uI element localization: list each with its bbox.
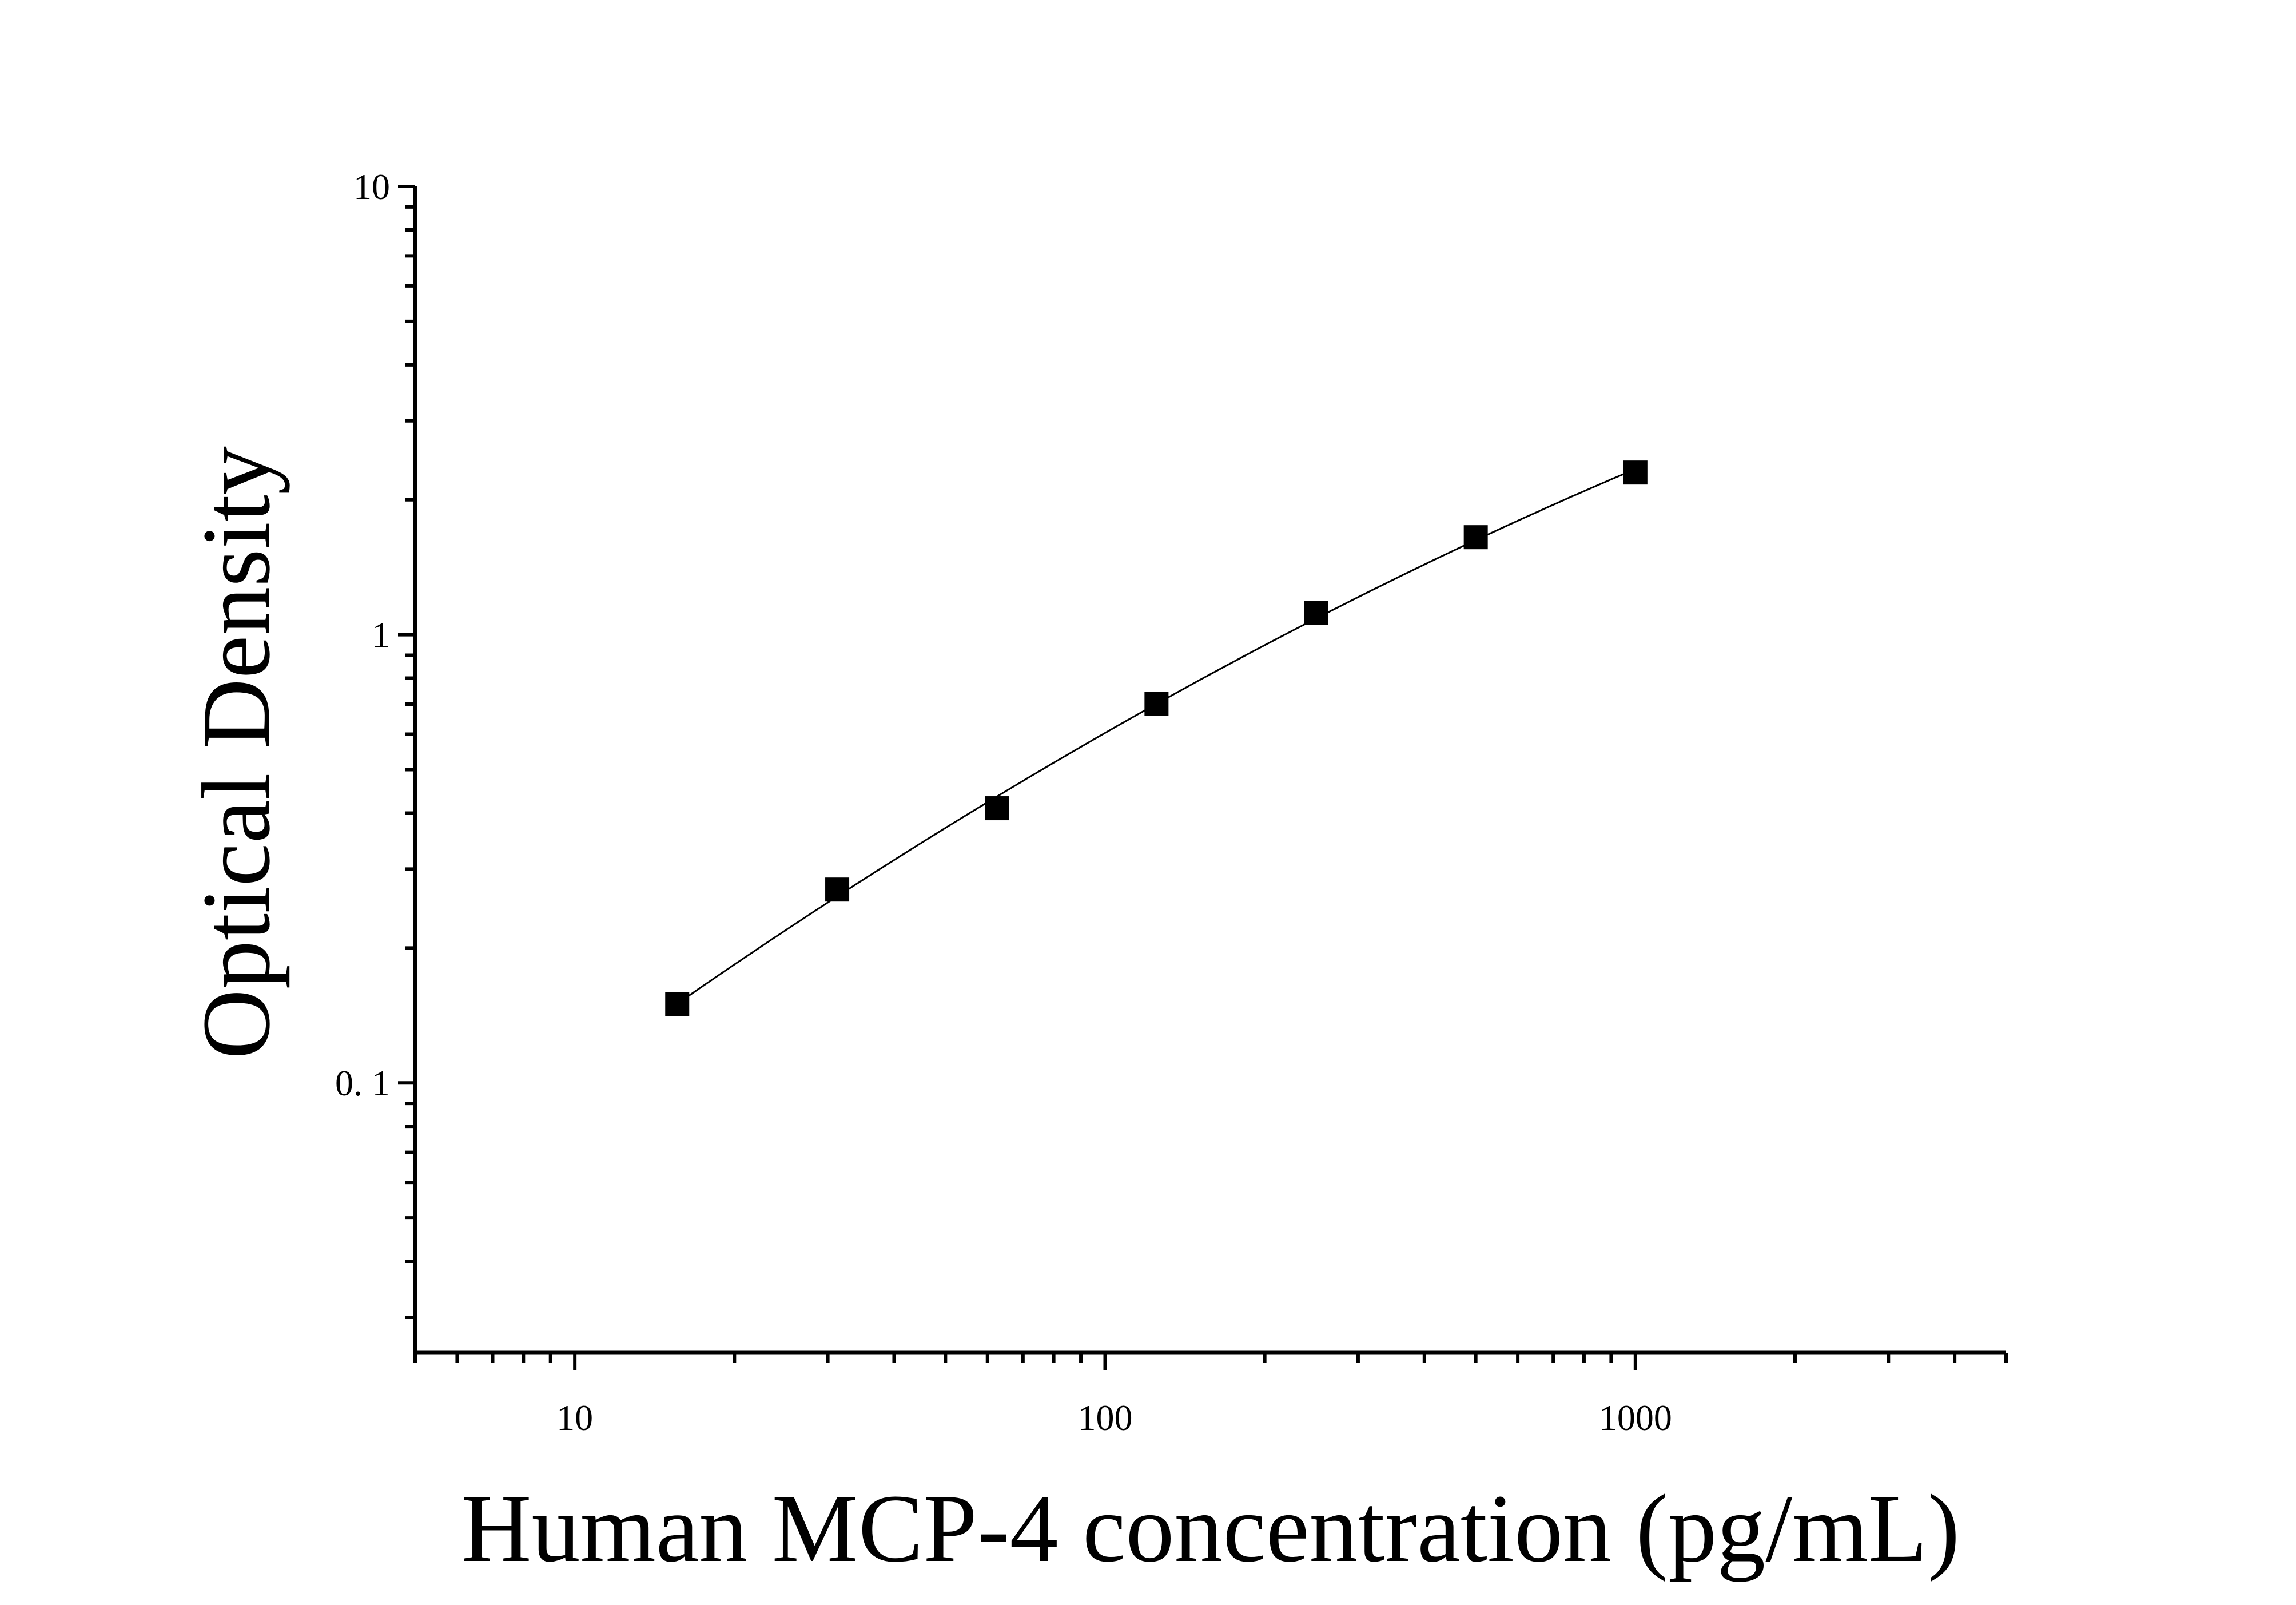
data-point [1463,525,1488,550]
data-point [1623,460,1648,485]
y-axis-tick-labels: 0. 1 1 10 [335,166,390,1103]
x-axis-title: Human MCP-4 concentration (pg/mL) [461,1475,1960,1582]
data-point [1144,692,1169,716]
x-tick-label: 10 [556,1397,593,1438]
data-point [985,796,1009,821]
x-axis-tick-labels: 10 100 1000 [556,1397,1672,1438]
data-point [825,877,850,902]
x-tick-label: 1000 [1599,1397,1672,1438]
data-point [665,992,690,1016]
y-tick-label: 1 [372,615,390,655]
y-tick-label: 0. 1 [335,1063,390,1103]
axes [413,186,2006,1355]
x-tick-label: 100 [1077,1397,1132,1438]
fit-curve [677,468,1636,1005]
y-tick-label: 10 [353,166,390,207]
y-axis-title: Optical Density [182,446,290,1059]
data-points [665,460,1648,1016]
x-axis-ticks [413,1353,2008,1370]
data-point [1304,601,1328,625]
y-axis-ticks [398,185,415,1319]
